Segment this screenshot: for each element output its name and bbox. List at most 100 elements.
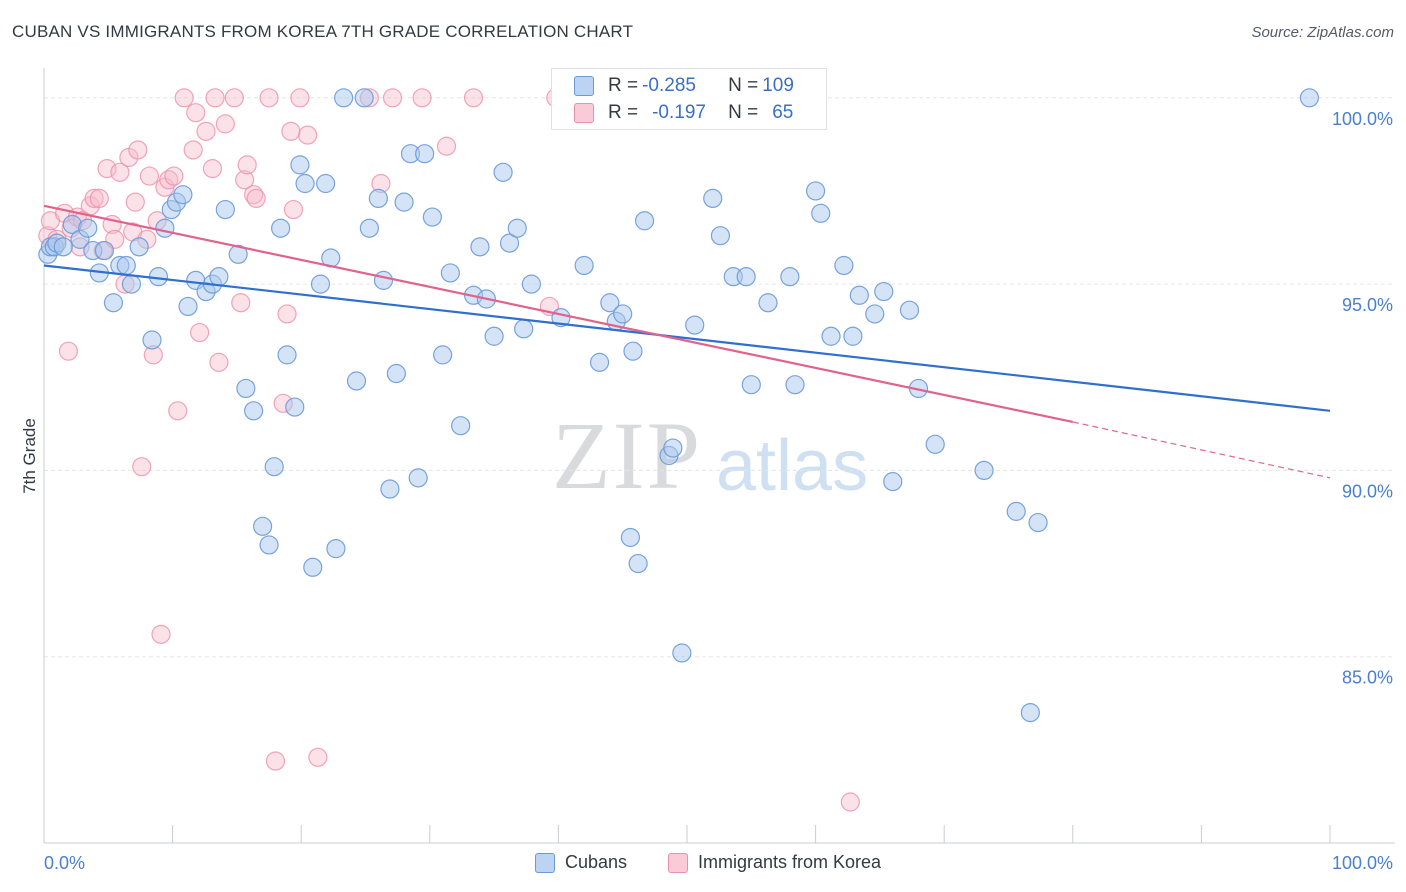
cubans-point xyxy=(623,341,643,361)
cubans-point xyxy=(785,375,805,395)
korea-point xyxy=(237,155,257,175)
korea-point xyxy=(186,103,206,123)
korea-point xyxy=(128,140,148,160)
korea-point xyxy=(209,352,229,372)
cubans-point xyxy=(925,434,945,454)
cubans-point xyxy=(634,211,655,231)
y-tick-label: 90.0% xyxy=(1342,481,1393,501)
cubans-point xyxy=(415,144,435,164)
correlation-legend: R = -0.285 N = 109 R = -0.197 N = 65 xyxy=(551,68,827,130)
source-label: Source: ZipAtlas.com xyxy=(1251,24,1394,41)
watermark-atlas: atlas xyxy=(716,426,869,506)
cubans-point xyxy=(1020,702,1040,723)
cubans-point xyxy=(116,255,136,276)
cubans-point xyxy=(741,375,761,395)
cubans-point xyxy=(663,438,683,458)
korea-point xyxy=(265,751,286,771)
cubans-point xyxy=(359,218,379,238)
r-label: R = xyxy=(608,102,639,123)
korea-trend-line xyxy=(43,204,1074,424)
cubans-point xyxy=(780,267,800,287)
cubans-point xyxy=(53,237,73,257)
korea-points xyxy=(38,88,860,812)
cubans-point xyxy=(821,326,841,346)
cubans-point xyxy=(883,471,903,492)
korea-point xyxy=(277,304,297,324)
korea-point xyxy=(281,121,301,141)
y-tick-label: 95.0% xyxy=(1342,295,1393,315)
korea-point xyxy=(308,747,328,767)
cubans-point xyxy=(1006,501,1026,521)
y-tick-labels: 100.0% 95.0% 90.0% 85.0% xyxy=(1332,109,1393,688)
cubans-point xyxy=(290,155,310,175)
y-tick-label: 100.0% xyxy=(1332,109,1393,129)
n-label: N = xyxy=(728,102,759,123)
cubans-point xyxy=(121,274,142,294)
cubans-point xyxy=(368,188,388,209)
cubans-point xyxy=(470,237,490,257)
korea-point xyxy=(97,159,117,179)
korea-point xyxy=(231,293,251,313)
cubans-point xyxy=(209,267,229,287)
korea-point xyxy=(110,162,130,182)
cubans-point xyxy=(874,281,894,302)
korea-point xyxy=(382,88,403,108)
cubans-point xyxy=(303,557,323,577)
cubans-legend-swatch xyxy=(535,852,555,873)
korea-point xyxy=(139,166,160,186)
korea-point xyxy=(290,88,310,108)
trend-lines xyxy=(43,204,1331,479)
korea-point xyxy=(436,136,457,156)
cubans-point xyxy=(142,330,162,350)
cubans-point xyxy=(295,173,315,194)
cubans-point xyxy=(373,270,394,290)
cubans-point xyxy=(710,226,731,246)
cubans-point xyxy=(433,345,453,365)
r-value: -0.197 xyxy=(652,102,706,123)
cubans-point xyxy=(386,363,406,384)
cubans-point xyxy=(484,326,504,346)
cubans-point xyxy=(173,185,193,205)
korea-point xyxy=(196,121,216,141)
cubans-point xyxy=(974,460,994,481)
korea-legend-swatch xyxy=(668,852,688,873)
cubans-point xyxy=(228,244,248,264)
korea-point xyxy=(215,114,235,134)
korea-point xyxy=(159,170,179,190)
cubans-point xyxy=(285,397,305,417)
cubans-point xyxy=(316,173,336,194)
cubans-point xyxy=(589,352,610,372)
korea-swatch xyxy=(574,103,594,123)
cubans-point xyxy=(380,479,400,499)
korea-point xyxy=(298,125,318,145)
cubans-point xyxy=(514,319,534,339)
cubans-point xyxy=(613,304,633,324)
cubans-legend-label: Cubans xyxy=(565,852,628,872)
korea-point xyxy=(246,188,266,209)
r-label: R = xyxy=(608,75,639,96)
cubans-point xyxy=(672,643,692,663)
cubans-point xyxy=(758,293,778,313)
legend-row-korea: R = -0.197 N = 65 xyxy=(574,100,793,126)
cubans-point xyxy=(326,539,346,559)
series-legend: Cubans Immigrants from Korea xyxy=(0,852,1406,878)
korea-point xyxy=(84,188,104,209)
korea-point xyxy=(283,199,304,220)
korea-point xyxy=(183,140,203,160)
cubans-point xyxy=(736,267,756,287)
korea-point xyxy=(235,170,255,190)
cubans-point xyxy=(620,527,641,548)
cubans-point xyxy=(600,293,620,313)
korea-point xyxy=(205,88,225,108)
cubans-point xyxy=(264,457,284,477)
cubans-point xyxy=(521,274,541,294)
cubans-point xyxy=(811,203,831,223)
cubans-point xyxy=(899,300,920,320)
n-value: 65 xyxy=(772,102,794,123)
x-tick-label: 0.0% xyxy=(44,853,85,873)
korea-point xyxy=(164,166,184,186)
cubans-point xyxy=(1028,512,1048,533)
korea-point xyxy=(168,401,188,421)
korea-trend-extension xyxy=(1072,421,1331,479)
